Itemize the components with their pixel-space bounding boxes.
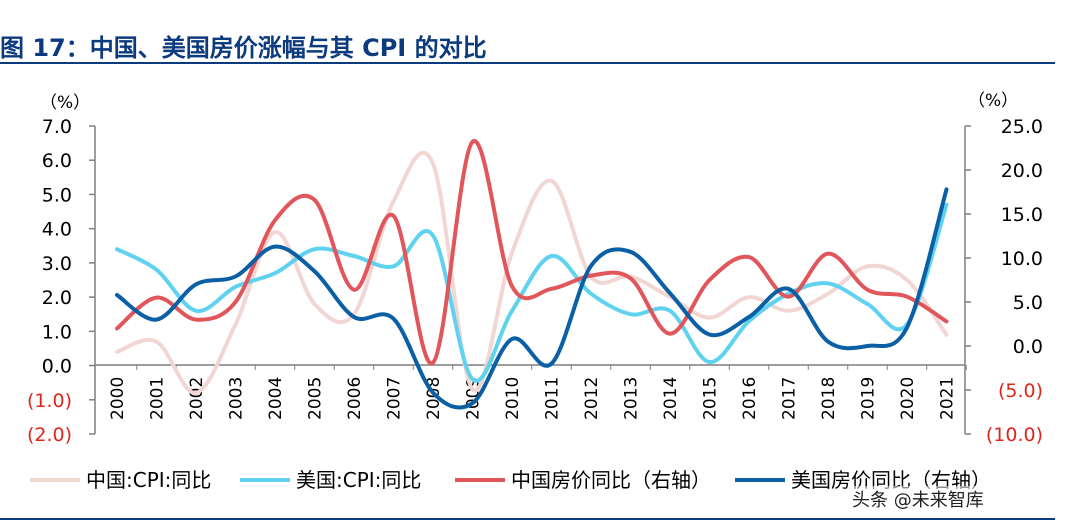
- x-tick-label: 2003: [227, 377, 247, 420]
- right-tick-label: 20.0: [1001, 160, 1043, 182]
- x-tick-label: 2010: [503, 377, 523, 420]
- right-tick-label: 10.0: [1001, 248, 1043, 270]
- left-tick-label: 4.0: [42, 219, 72, 241]
- bottom-rule: [0, 518, 1055, 520]
- legend: 中国:CPI:同比 美国:CPI:同比 中国房价同比（右轴） 美国房价同比（右轴）: [30, 468, 991, 492]
- left-tick-label: 7.0: [42, 116, 72, 138]
- left-tick-label: 5.0: [42, 184, 72, 206]
- chart-title: 图 17：中国、美国房价涨幅与其 CPI 的对比: [0, 34, 487, 62]
- x-tick-label: 2001: [148, 377, 168, 420]
- legend-label: 中国房价同比（右轴）: [511, 468, 711, 492]
- x-tick-label: 2015: [701, 377, 721, 420]
- left-tick-label: (1.0): [27, 390, 72, 412]
- x-tick-label: 2019: [859, 377, 879, 420]
- x-tick-label: 2002: [187, 377, 207, 420]
- left-tick-label: (2.0): [27, 424, 72, 446]
- legend-label: 中国:CPI:同比: [86, 468, 211, 492]
- x-tick-label: 2016: [740, 377, 760, 420]
- right-tick-label: (5.0): [998, 380, 1043, 402]
- left-tick-label: 3.0: [42, 253, 72, 275]
- left-tick-label: 6.0: [42, 150, 72, 172]
- x-tick-label: 2006: [345, 377, 365, 420]
- right-tick-label: 5.0: [1013, 292, 1043, 314]
- left-axis-unit: （%）: [40, 93, 90, 113]
- x-tick-label: 2011: [543, 377, 563, 420]
- x-tick-label: 2021: [938, 377, 958, 420]
- left-tick-label: 0.0: [42, 356, 72, 378]
- x-tick-label: 2018: [819, 377, 839, 420]
- legend-label: 美国:CPI:同比: [296, 468, 421, 492]
- title-rule: [0, 62, 1055, 64]
- axes-group: （%） （%） 7.0 6.0 5.0 4.0 3.0 2.0 1.0 0.0 (1.0) (2.0)…: [27, 91, 1043, 446]
- series-us-house-price: [115, 187, 949, 410]
- x-tick-label: 2012: [582, 377, 602, 420]
- right-tick-label: 0.0: [1013, 336, 1043, 358]
- left-tick-label: 1.0: [42, 321, 72, 343]
- x-tick-label: 2005: [306, 377, 326, 420]
- x-tick-label: 2014: [661, 377, 681, 420]
- series-us-cpi: [115, 202, 949, 383]
- series-china-house-price: [115, 139, 949, 366]
- x-tick-label: 2004: [266, 377, 286, 420]
- x-tick-label: 2020: [898, 377, 918, 420]
- right-tick-label: (10.0): [986, 424, 1043, 446]
- x-tick-label: 2017: [780, 377, 800, 420]
- x-tick-label: 2007: [385, 377, 405, 420]
- right-axis-unit: （%）: [968, 91, 1018, 111]
- left-tick-label: 2.0: [42, 287, 72, 309]
- x-tick-label: 2013: [622, 377, 642, 420]
- right-tick-label: 15.0: [1001, 204, 1043, 226]
- x-tick-label: 2000: [108, 377, 128, 420]
- series-lines: [115, 139, 949, 410]
- watermark-text: 头条 @未来智库: [848, 486, 988, 512]
- right-tick-label: 25.0: [1001, 116, 1043, 138]
